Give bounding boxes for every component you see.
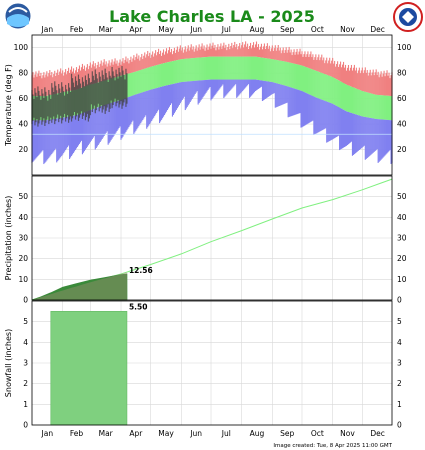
month-label-top: Apr [129, 25, 143, 34]
month-label-top: Aug [250, 25, 265, 34]
month-label-bottom: Jun [189, 429, 202, 438]
month-label-top: Oct [311, 25, 324, 34]
month-label-top: Nov [340, 25, 355, 34]
month-label-top: Feb [70, 25, 84, 34]
month-label-top: Dec [370, 25, 385, 34]
temp-ytick-left: 20 [18, 145, 28, 154]
month-label-bottom: Feb [70, 429, 84, 438]
precip-ytick-left: 0 [23, 296, 28, 305]
snow-ytick-right: 0 [397, 421, 402, 430]
temp-ytick-right: 80 [397, 69, 407, 78]
month-label-bottom: Dec [370, 429, 385, 438]
month-label-bottom: Apr [129, 429, 143, 438]
chart-title: Lake Charles LA - 2025 [109, 7, 315, 26]
snow-ytick-right: 3 [397, 359, 402, 368]
snow-ytick-left: 5 [23, 317, 28, 326]
snow-ytick-left: 3 [23, 359, 28, 368]
precip-ytick-left: 40 [18, 213, 28, 222]
temp-ytick-right: 60 [397, 94, 407, 103]
month-label-top: Sep [280, 25, 294, 34]
snow-ytick-right: 4 [397, 338, 402, 347]
temp-ytick-left: 80 [18, 69, 28, 78]
precip-ytick-left: 30 [18, 234, 28, 243]
temp-frame [31, 34, 393, 176]
precip-ytick-right: 50 [397, 192, 407, 201]
month-label-top: Jul [221, 25, 231, 34]
temp-ytick-right: 100 [397, 43, 412, 52]
snow-ytick-left: 2 [23, 379, 28, 388]
month-label-bottom: Oct [311, 429, 324, 438]
month-label-top: Jan [41, 25, 54, 34]
noaa-logo [4, 2, 32, 30]
precip-ylabel: Precipitation (inches) [4, 196, 13, 281]
precip-normal-todate-shade [32, 272, 127, 300]
precip-ytick-left: 10 [18, 275, 28, 284]
temp-ytick-left: 40 [18, 120, 28, 129]
chart-header: Lake Charles LA - 2025 [4, 2, 423, 32]
precip-ytick-right: 20 [397, 254, 407, 263]
month-label-bottom: Sep [280, 429, 294, 438]
precip-observed-area [31, 273, 128, 301]
snowfall-bar [50, 311, 128, 426]
image-created-text: Image created: Tue, 8 Apr 2025 11:00 GMT [273, 443, 392, 449]
precip-ytick-left: 20 [18, 254, 28, 263]
snow-ytick-left: 0 [23, 421, 28, 430]
month-label-bottom: May [158, 429, 174, 438]
month-label-bottom: Nov [340, 429, 355, 438]
month-label-bottom: Aug [250, 429, 265, 438]
temp-ytick-right: 40 [397, 120, 407, 129]
month-label-bottom: Jan [41, 429, 54, 438]
precip-ytick-right: 30 [397, 234, 407, 243]
precip-ytick-right: 40 [397, 213, 407, 222]
temp-ytick-right: 20 [397, 145, 407, 154]
month-label-top: Jun [189, 25, 202, 34]
snow-ytick-left: 4 [23, 338, 28, 347]
snow-ytick-right: 5 [397, 317, 402, 326]
snow-total-label: 5.50 [129, 302, 148, 311]
precip-ytick-right: 10 [397, 275, 407, 284]
temp-ytick-left: 60 [18, 94, 28, 103]
snow-ytick-left: 1 [23, 400, 28, 409]
month-label-bottom: Jul [221, 429, 231, 438]
precip-frame [31, 175, 393, 301]
snow-ytick-right: 2 [397, 379, 402, 388]
snow-ytick-right: 1 [397, 400, 402, 409]
month-label-bottom: Mar [99, 429, 114, 438]
snow-frame [31, 300, 393, 426]
nws-logo [393, 2, 423, 32]
month-label-top: May [158, 25, 174, 34]
temp-ytick-left: 100 [14, 43, 29, 52]
precip-ytick-left: 50 [18, 192, 28, 201]
month-label-top: Mar [99, 25, 114, 34]
temp-ylabel: Temperature (deg F) [4, 64, 13, 147]
precip-total-label: 12.56 [129, 266, 153, 275]
precip-ytick-right: 0 [397, 296, 402, 305]
snow-ylabel: Snowfall (inches) [4, 329, 13, 397]
